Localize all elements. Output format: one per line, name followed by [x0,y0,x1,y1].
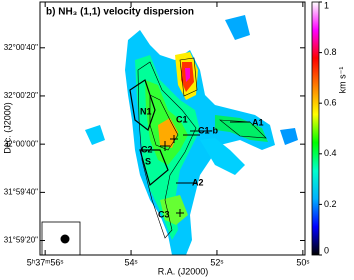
x-tick-label: 54ˢ [125,257,138,267]
annotation: C2 [141,144,153,154]
beam [60,234,70,244]
y-tick-label: 32°00'00" [4,139,38,148]
colorbar-tick-label: 0 [324,245,329,255]
colorbar-tick-label: 0.8 [324,47,337,57]
annotation: C1 [176,114,188,124]
y-tick-label: 32°00'40" [4,43,38,52]
x-tick-label: 5ʰ37ᵐ56ˢ [27,257,64,267]
colorbar-label: km s⁻¹ [337,67,347,94]
colorbar-tick-label: 0.2 [324,199,337,209]
x-axis-label: R.A. (J2000) [158,266,209,276]
x-tick-label: 50ˢ [296,257,309,267]
x-tick-label: 52ˢ [210,257,223,267]
colorbar-tick-label: 0.4 [324,148,337,158]
map-markers [160,121,250,217]
y-tick-label: 32°00'20" [4,91,38,100]
y-axis-label: Dec. (J2000) [2,102,12,154]
chart-title: b) NH₃ (1,1) velocity dispersion [46,7,194,18]
annotation: N1 [140,106,152,116]
annotation: C3 [158,209,170,219]
map-contours [129,57,267,239]
plot-frame [39,1,306,256]
annotation: S [145,156,151,166]
title-bg [43,3,193,19]
annotation: A2 [192,177,204,187]
annotation: A1 [252,117,264,127]
y-tick-label: 31°59'20" [4,236,38,245]
colorbar [311,1,320,256]
colorbar-tick-label: 0.6 [324,98,337,108]
map-emission [85,15,298,255]
y-tick-label: 31°59'40" [4,187,38,196]
colorbar-tick-label: 1 [324,0,329,10]
annotation: C1-b [198,125,219,135]
annotations: N1 C1 C1-b A1 C2 S A2 C3 [140,106,264,219]
